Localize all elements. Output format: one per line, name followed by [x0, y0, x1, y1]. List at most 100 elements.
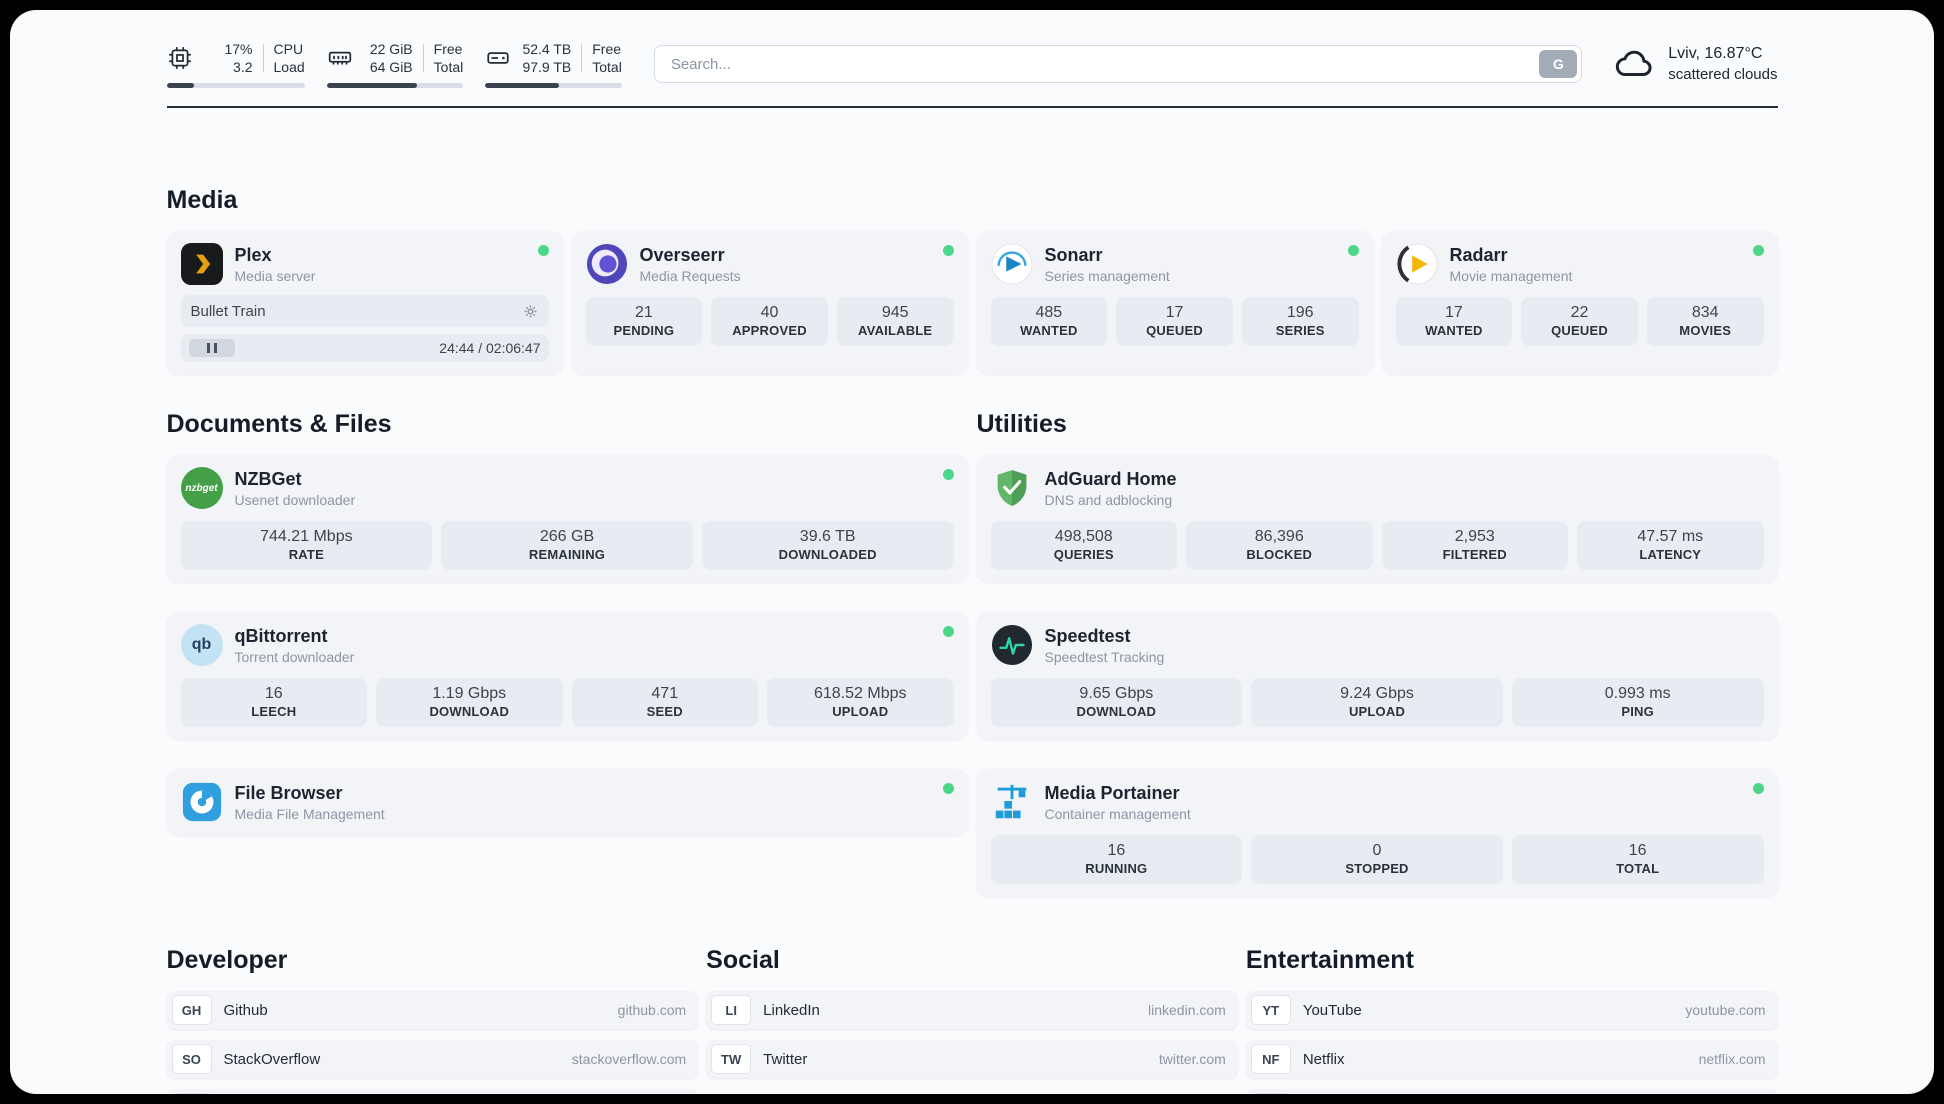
bookmark-item-youtube[interactable]: YT YouTube youtube.com	[1245, 991, 1778, 1030]
app-name: Overseerr	[639, 244, 725, 265]
stat-value: 39.6 TB	[799, 528, 856, 546]
app-card-speedtest[interactable]: Speedtest Speedtest Tracking 9.65 Gbps D…	[976, 612, 1778, 740]
section-title-developer: Developer	[166, 946, 288, 975]
stat-box: 22 QUEUED	[1521, 297, 1638, 347]
stat-divider	[422, 44, 424, 73]
stat-divider	[581, 44, 583, 73]
stat-divider	[262, 44, 264, 73]
status-dot	[537, 245, 549, 257]
disk-free-value: 52.4 TB	[522, 41, 572, 57]
stat-box: 498,508 QUERIES	[990, 521, 1177, 571]
stat-box: 39.6 TB DOWNLOADED	[701, 521, 954, 571]
youtube-icon: YT	[1250, 995, 1291, 1026]
stat-box: 47.57 ms LATENCY	[1577, 521, 1764, 571]
app-card-adguard[interactable]: AdGuard Home DNS and adblocking 498,508 …	[976, 455, 1778, 583]
bookmark-name: LinkedIn	[763, 1001, 820, 1019]
pause-button[interactable]	[188, 339, 235, 358]
header-divider	[166, 106, 1778, 109]
stat-box: 618.52 Mbps UPLOAD	[767, 678, 954, 728]
stat-value: 744.21 Mbps	[260, 528, 353, 546]
bookmark-item-github[interactable]: GH Github github.com	[166, 991, 699, 1030]
cpu-icon	[167, 45, 193, 71]
bookmark-item-netflix[interactable]: NF Netflix netflix.com	[1245, 1040, 1778, 1079]
app-card-overseerr[interactable]: Overseerr Media Requests 21 PENDING 40 A…	[571, 231, 968, 375]
utilities-column: Utilities AdGuard Home DNS and	[976, 410, 1778, 897]
stat-value: 17	[1444, 304, 1463, 322]
stat-label: SEED	[646, 704, 683, 720]
now-playing-bar: Bullet Train	[180, 295, 549, 328]
search-bar: G	[653, 45, 1583, 84]
app-card-sonarr[interactable]: Sonarr Series management 485 WANTED 17 Q…	[976, 231, 1373, 375]
stat-box: 471 SEED	[571, 678, 758, 728]
ram-free-label: Free	[433, 41, 463, 57]
hard-drive-icon	[485, 45, 511, 71]
stat-value: 9.65 Gbps	[1079, 685, 1154, 703]
stat-value: 47.57 ms	[1637, 528, 1704, 546]
section-title-entertainment: Entertainment	[1245, 946, 1414, 975]
cpu-progress-fill	[166, 83, 195, 89]
stat-value: 22	[1570, 304, 1589, 322]
stat-label: RUNNING	[1085, 861, 1148, 877]
stat-box: 9.65 Gbps DOWNLOAD	[990, 678, 1243, 728]
ram-free-value: 22 GiB	[369, 41, 413, 57]
bookmark-item-twitter[interactable]: TW Twitter twitter.com	[706, 1040, 1238, 1079]
app-name: Speedtest	[1044, 625, 1131, 646]
stat-value: 16	[1628, 842, 1647, 860]
stat-value: 21	[634, 304, 653, 322]
stat-box: 21 PENDING	[585, 297, 703, 347]
stat-label: FILTERED	[1442, 547, 1507, 563]
stat-value: 266 GB	[539, 528, 595, 546]
bookmark-item-reddit[interactable]: RE Reddit reddit.com	[1245, 1089, 1778, 1094]
stat-value: 945	[881, 304, 909, 322]
bookmark-item-dev[interactable]: DT DEV dev.to	[166, 1089, 699, 1094]
stat-label: DOWNLOAD	[429, 704, 510, 720]
stackoverflow-icon: SO	[171, 1044, 212, 1075]
status-dot	[1752, 783, 1764, 795]
dev-icon: DT	[171, 1093, 212, 1094]
stat-value: 17	[1165, 304, 1184, 322]
cloud-icon	[1614, 43, 1656, 85]
stat-box: 2,953 FILTERED	[1381, 521, 1568, 571]
status-dot	[1752, 245, 1764, 257]
section-title-documents: Documents & Files	[166, 410, 392, 439]
status-dot	[942, 245, 954, 257]
search-input[interactable]	[653, 45, 1583, 84]
stat-value: 0.993 ms	[1604, 685, 1671, 703]
stat-label: STOPPED	[1345, 861, 1409, 877]
stat-label: UPLOAD	[1348, 704, 1406, 720]
dashboard-panel: 17% 3.2 CPU Load	[10, 10, 1934, 1094]
now-playing-title: Bullet Train	[190, 302, 266, 320]
playback-seek-bar[interactable]: 24:44 / 02:06:47	[180, 334, 549, 363]
cpu-stat: 17% 3.2 CPU Load	[166, 40, 305, 89]
media-cards-row: Plex Media server Bullet Train 24:44 / 0…	[166, 231, 1778, 375]
bookmark-item-stackoverflow[interactable]: SO StackOverflow stackoverflow.com	[166, 1040, 699, 1079]
filebrowser-icon	[181, 781, 223, 823]
app-card-radarr[interactable]: Radarr Movie management 17 WANTED 22 QUE…	[1381, 231, 1778, 375]
app-card-plex[interactable]: Plex Media server Bullet Train 24:44 / 0…	[166, 231, 563, 375]
app-card-filebrowser[interactable]: File Browser Media File Management	[166, 769, 968, 836]
stat-box: 0 STOPPED	[1251, 835, 1503, 885]
app-card-portainer[interactable]: Media Portainer Container management 16 …	[976, 769, 1778, 897]
app-name: qBittorrent	[234, 625, 328, 646]
disk-free-label: Free	[592, 41, 622, 57]
stat-label: AVAILABLE	[858, 323, 933, 339]
playback-time: 24:44 / 02:06:47	[439, 340, 541, 357]
stat-box: 9.24 Gbps UPLOAD	[1251, 678, 1503, 728]
gear-icon[interactable]	[522, 303, 539, 320]
app-card-qbittorrent[interactable]: qb qBittorrent Torrent downloader 16 LEE…	[166, 612, 968, 740]
app-subtitle: Speedtest Tracking	[1044, 649, 1165, 666]
section-title-utilities: Utilities	[976, 410, 1067, 439]
bookmark-item-linkedin[interactable]: LI LinkedIn linkedin.com	[706, 991, 1238, 1030]
linkedin-icon: LI	[711, 995, 752, 1026]
search-engine-button[interactable]: G	[1539, 50, 1578, 79]
app-name: NZBGet	[234, 468, 302, 489]
radarr-icon	[1395, 243, 1438, 285]
ram-total-label: Total	[433, 59, 464, 76]
bookmark-url: youtube.com	[1685, 1002, 1766, 1019]
app-card-nzbget[interactable]: nzbget NZBGet Usenet downloader 744.21 M…	[166, 455, 968, 583]
bookmark-url: stackoverflow.com	[571, 1051, 687, 1068]
app-subtitle: Usenet downloader	[234, 492, 356, 509]
stat-label: LEECH	[251, 704, 297, 720]
cpu-load-value: 3.2	[233, 59, 253, 76]
bookmark-group-entertainment: Entertainment YT YouTube youtube.com NF …	[1245, 946, 1778, 1094]
